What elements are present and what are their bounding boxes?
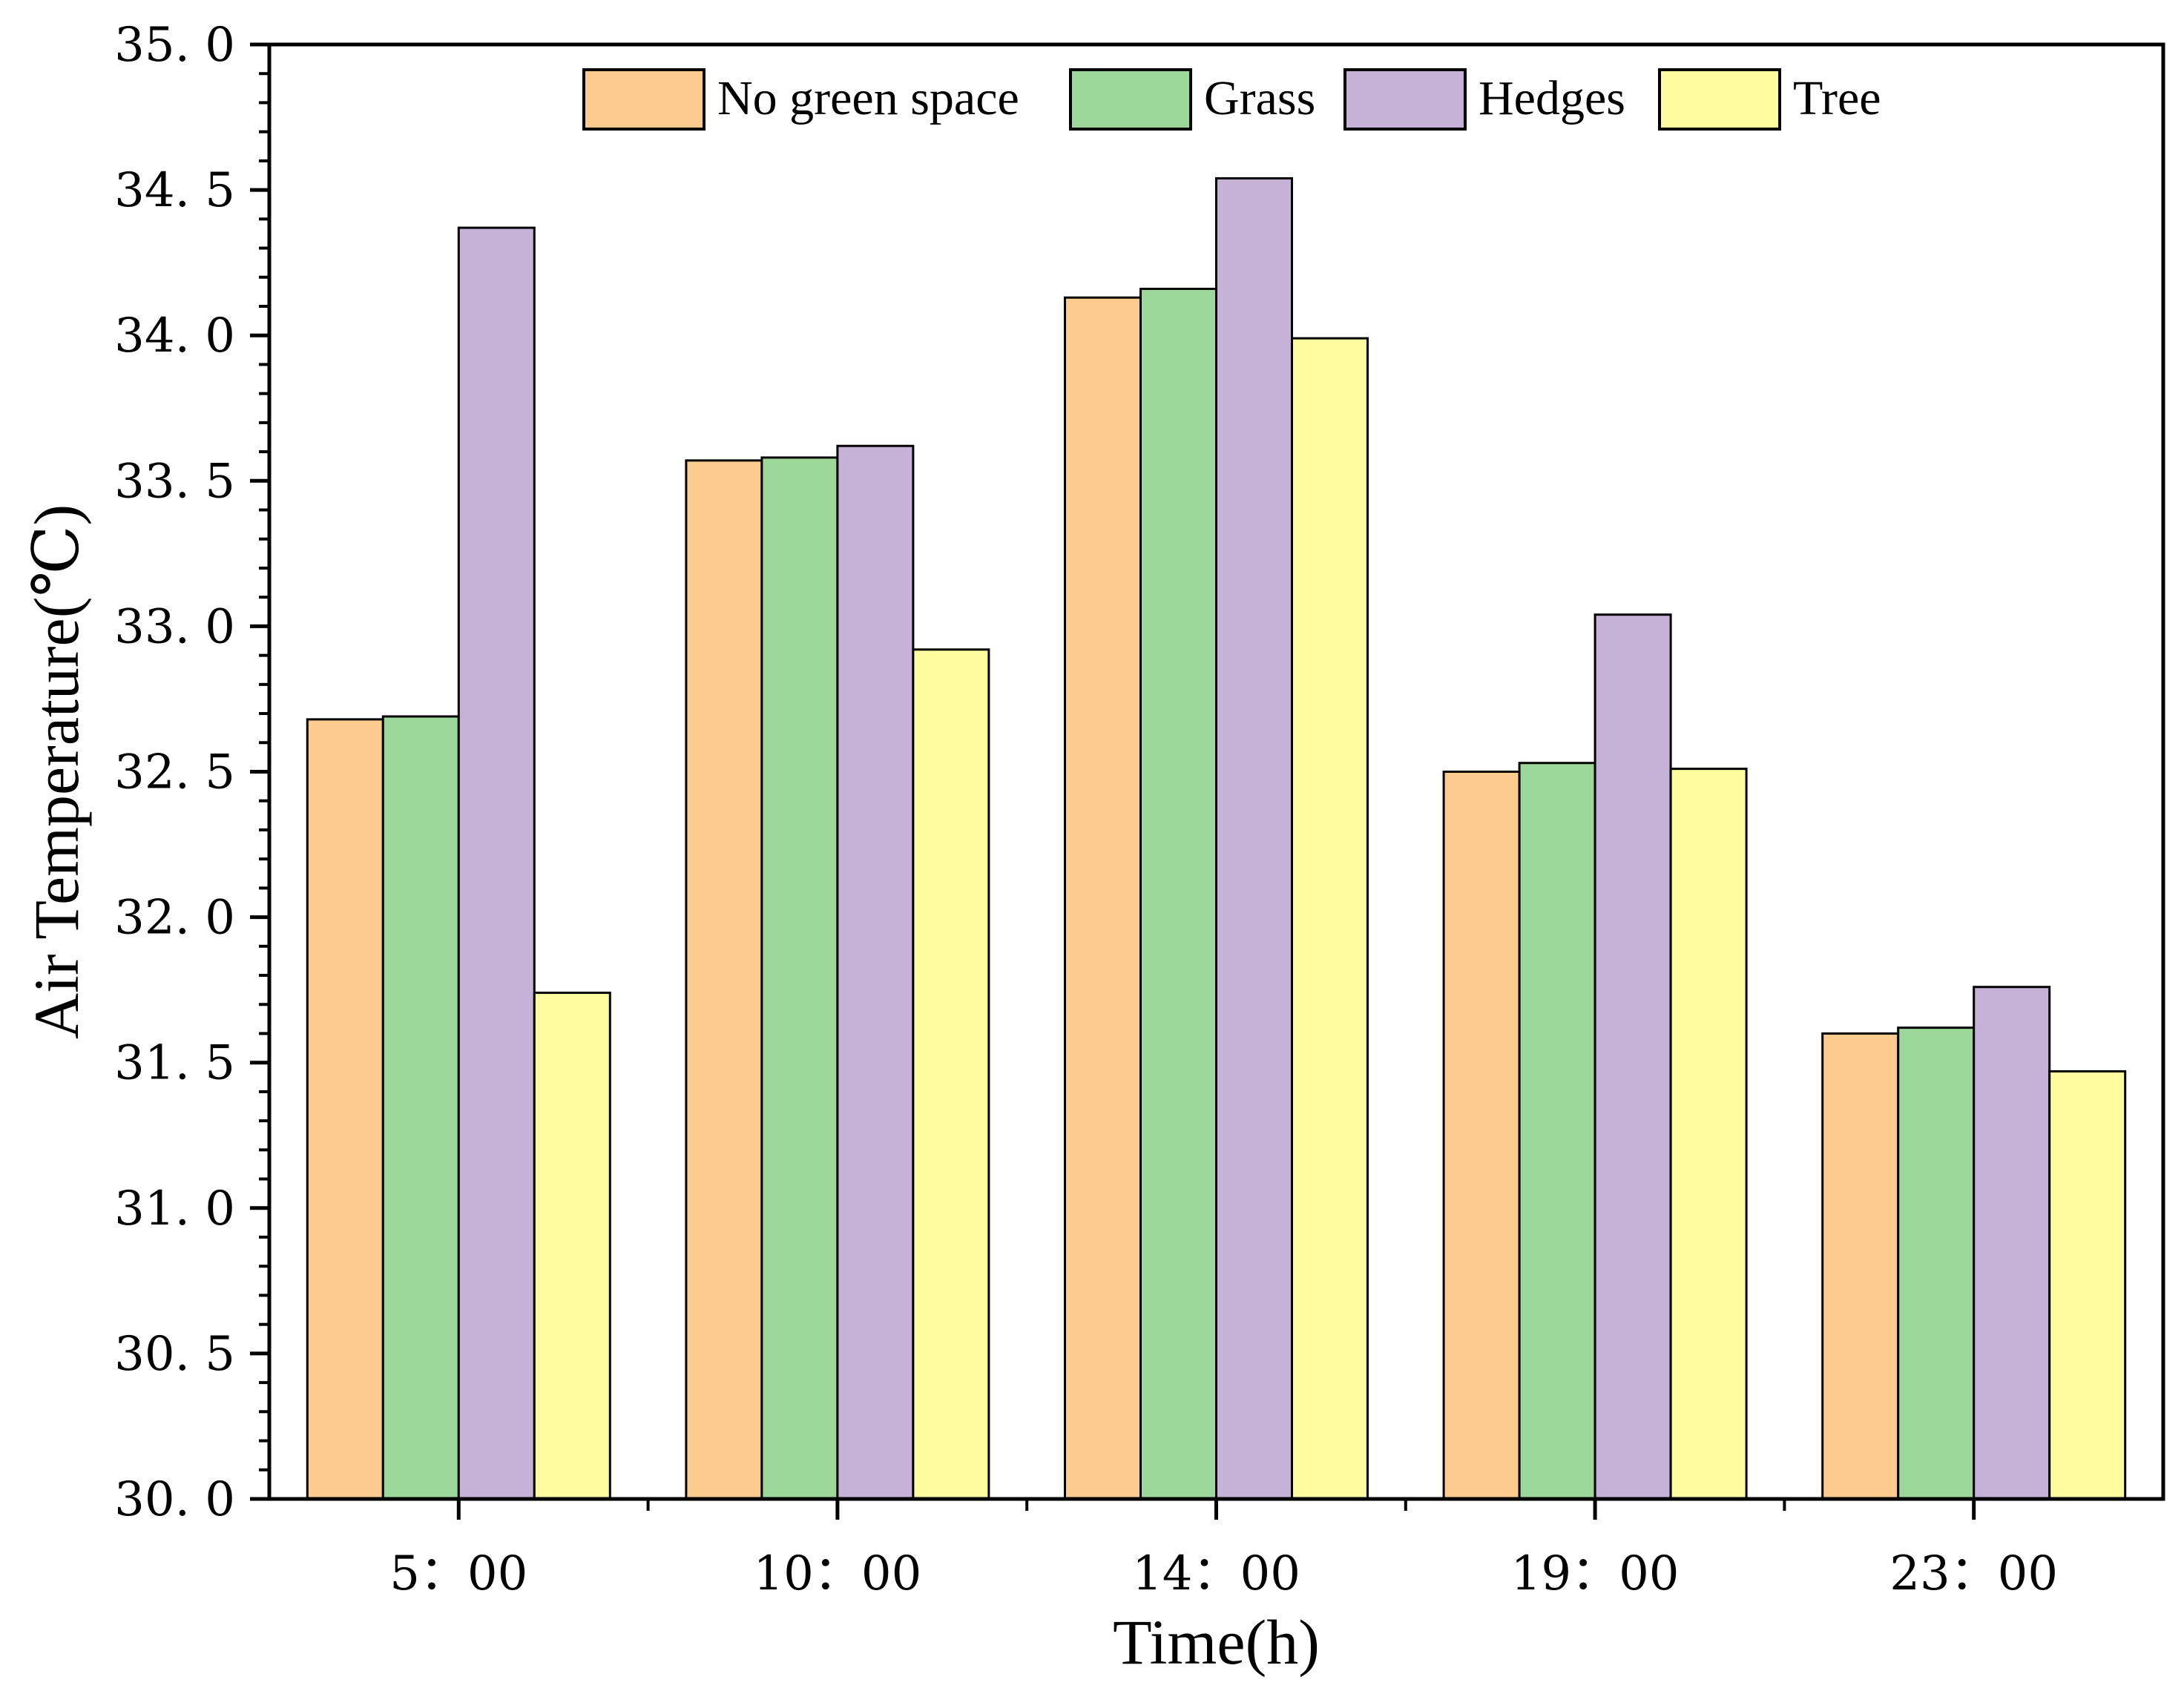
y-tick-label: 31. 0 [114, 1181, 235, 1236]
ticks-group: 30. 0 30. 5 31. 0 31. 5 32. 0 32. 5 33. 0 33. 5… [114, 18, 2058, 1601]
bar-grass-1 [760, 456, 839, 1500]
bar-tree-2 [1291, 337, 1369, 1500]
bar-grass-3 [1518, 762, 1596, 1500]
bar-tree-4 [2048, 1070, 2127, 1500]
legend-swatch-no-green-space [582, 68, 705, 131]
legend-swatch-hedges [1343, 68, 1467, 131]
y-tick-label: 33. 5 [114, 454, 235, 509]
bar-grass-0 [381, 715, 460, 1500]
legend-swatch-tree [1658, 68, 1781, 131]
bars-group [306, 177, 2127, 1500]
bar-hedges-1 [836, 444, 915, 1500]
x-tick-label: 5：00 [389, 1546, 527, 1601]
y-tick-label: 31. 5 [114, 1036, 235, 1091]
bar-tree-0 [533, 992, 611, 1500]
x-tick-label: 23：00 [1889, 1546, 2058, 1601]
bar-tree-3 [1669, 768, 1748, 1500]
y-tick-label: 32. 5 [114, 745, 235, 800]
bar-no-green-space-1 [685, 459, 763, 1500]
bar-hedges-0 [457, 226, 536, 1500]
y-tick-label: 30. 0 [114, 1472, 235, 1527]
y-tick-label: 30. 5 [114, 1327, 235, 1382]
bar-hedges-3 [1593, 613, 1672, 1500]
legend-label-hedges: Hedges [1479, 71, 1625, 125]
y-tick-label: 35. 0 [114, 18, 235, 73]
bar-grass-4 [1897, 1026, 1976, 1500]
y-axis-title: Air Temperature(℃) [21, 504, 92, 1039]
legend-label-grass: Grass [1204, 71, 1315, 125]
bar-no-green-space-3 [1442, 771, 1521, 1500]
bar-no-green-space-0 [306, 718, 384, 1500]
legend-swatch-grass [1069, 68, 1192, 131]
bar-grass-2 [1139, 287, 1217, 1500]
legend: No green space Grass Hedges Tree [582, 68, 1881, 131]
y-tick-label: 32. 0 [114, 891, 235, 946]
x-tick-label: 14：00 [1132, 1546, 1300, 1601]
y-tick-label: 34. 0 [114, 309, 235, 363]
y-tick-label: 34. 5 [114, 163, 235, 218]
bar-tree-1 [912, 648, 990, 1500]
legend-label-tree: Tree [1793, 71, 1881, 125]
bar-no-green-space-2 [1064, 296, 1142, 1500]
bar-hedges-2 [1215, 177, 1293, 1500]
bar-no-green-space-4 [1821, 1032, 1900, 1500]
x-axis-title: Time(h) [1113, 1606, 1320, 1678]
y-tick-label: 33. 0 [114, 599, 235, 654]
legend-label-no-green-space: No green space [717, 71, 1019, 125]
bar-hedges-4 [1973, 986, 2051, 1500]
x-tick-label: 19：00 [1511, 1546, 1680, 1601]
x-tick-label: 10：00 [753, 1546, 921, 1601]
